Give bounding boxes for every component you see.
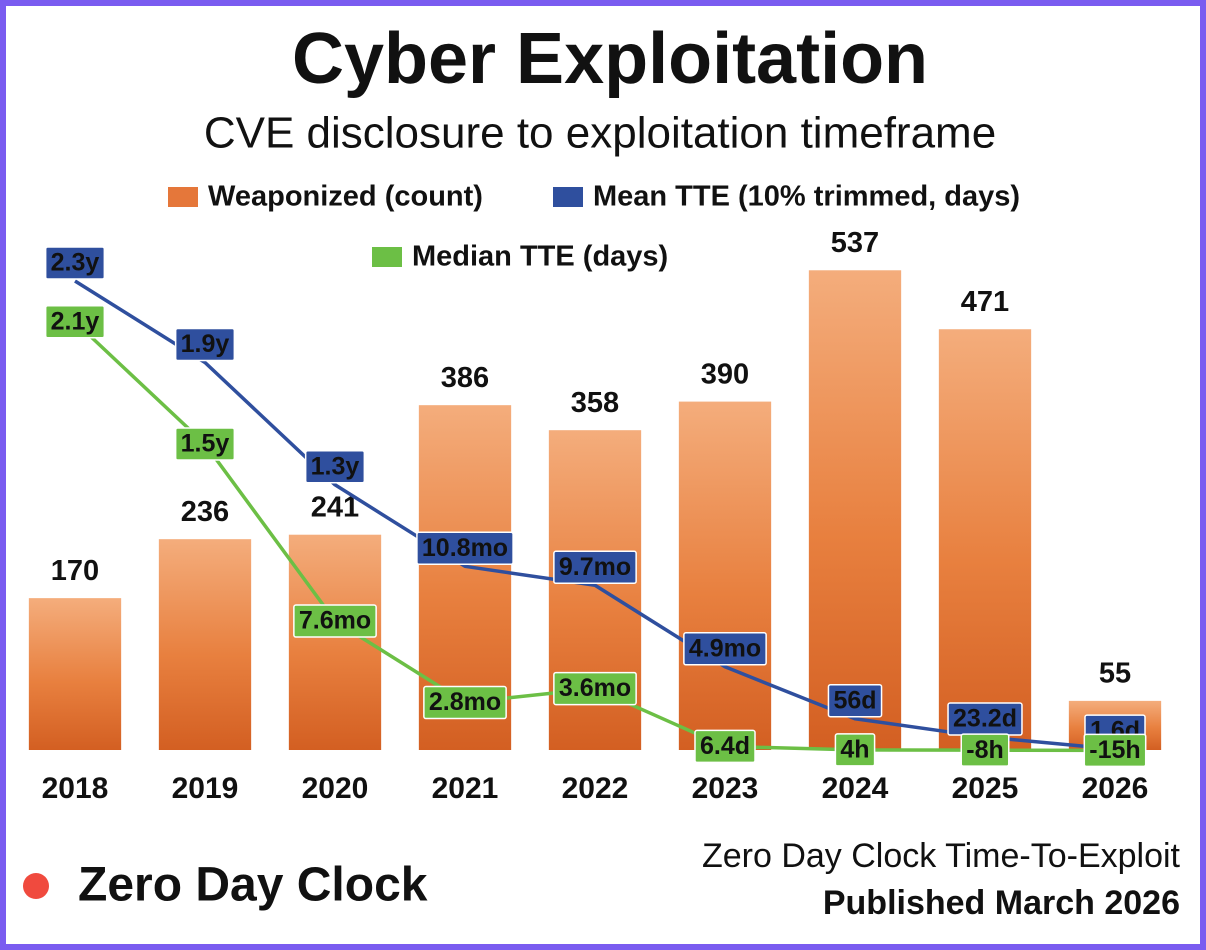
bar-value-label: 471 xyxy=(961,286,1009,318)
x-tick-label: 2026 xyxy=(1082,772,1149,805)
point-value-label: 7.6mo xyxy=(299,607,371,635)
point-marker xyxy=(834,733,876,767)
legend-swatch xyxy=(553,187,583,207)
point-value-label: 4.9mo xyxy=(689,634,761,662)
bar-value-label: 358 xyxy=(571,387,619,419)
point-marker xyxy=(960,733,1010,767)
legend-label: Median TTE (days) xyxy=(412,241,668,273)
point-marker xyxy=(304,450,366,484)
point-marker xyxy=(174,327,236,362)
point-label: 1.9y xyxy=(174,327,236,362)
brand-dot xyxy=(23,873,49,899)
chart-title: Cyber Exploitation xyxy=(292,19,928,99)
bar-value-label: 390 xyxy=(701,358,749,390)
point-value-label: 1.9y xyxy=(181,330,230,358)
bar xyxy=(938,329,1032,750)
line xyxy=(74,279,1116,751)
bar-value-label: 55 xyxy=(1099,658,1131,690)
point-value-label: 1.5y xyxy=(181,430,230,458)
point-value-label: 6.4d xyxy=(700,732,750,760)
legend-swatch xyxy=(372,247,402,267)
point-label: -8h xyxy=(960,733,1010,767)
bar-value-label: 537 xyxy=(831,227,879,259)
bar xyxy=(808,270,902,750)
point-value-label: 9.7mo xyxy=(559,553,631,581)
point-value-label: 4h xyxy=(840,736,869,764)
point-marker xyxy=(553,550,637,585)
legend-label: Weaponized (count) xyxy=(208,181,483,213)
bar-value-label: 236 xyxy=(181,496,229,528)
legend-swatch xyxy=(168,187,198,207)
point-value-label: -15h xyxy=(1089,736,1140,764)
point-marker xyxy=(44,246,106,280)
x-tick-label: 2020 xyxy=(302,772,369,805)
point-label: 4h xyxy=(834,733,876,767)
x-tick-label: 2018 xyxy=(42,772,109,805)
point-label: 2.8mo xyxy=(423,685,507,720)
point-marker xyxy=(1083,733,1147,768)
point-label: 10.8mo xyxy=(416,531,514,566)
point-label: 1.3y xyxy=(304,450,366,484)
x-tick-label: 2021 xyxy=(432,772,499,805)
published: Published March 2026 xyxy=(823,884,1180,922)
point-marker xyxy=(423,685,507,720)
x-tick-label: 2024 xyxy=(822,772,889,805)
bar-value-label: 170 xyxy=(51,555,99,587)
point-marker xyxy=(694,729,756,764)
point-value-label: 23.2d xyxy=(953,705,1017,733)
bar xyxy=(28,598,122,750)
point-label: 6.4d xyxy=(694,729,756,764)
point-value-label: 3.6mo xyxy=(559,674,631,702)
x-tick-label: 2022 xyxy=(562,772,629,805)
point-label: -15h xyxy=(1083,733,1147,768)
source: Zero Day Clock Time-To-Exploit xyxy=(702,837,1181,875)
point-label: 4.9mo xyxy=(683,632,767,666)
x-tick-label: 2019 xyxy=(172,772,239,805)
point-marker xyxy=(416,531,514,566)
point-label: 56d xyxy=(827,683,883,718)
point-value-label: 10.8mo xyxy=(422,534,508,562)
x-tick-label: 2023 xyxy=(692,772,759,805)
bar xyxy=(158,539,252,750)
brand: Zero Day Clock xyxy=(78,859,428,912)
point-marker xyxy=(44,305,106,339)
point-value-label: 2.3y xyxy=(51,249,100,277)
point-value-label: 56d xyxy=(833,686,876,714)
point-label: 23.2d xyxy=(947,702,1023,736)
point-marker xyxy=(553,671,637,706)
point-value-label: 1.3y xyxy=(311,452,360,480)
point-label: 7.6mo xyxy=(293,604,377,638)
legend-label: Mean TTE (10% trimmed, days) xyxy=(593,181,1020,213)
point-label: 2.1y xyxy=(44,305,106,339)
x-tick-label: 2025 xyxy=(952,772,1019,805)
point-marker xyxy=(683,632,767,666)
point-value-label: -8h xyxy=(966,736,1004,764)
point-label: 3.6mo xyxy=(553,671,637,706)
point-marker xyxy=(827,683,883,718)
bar xyxy=(678,401,772,750)
point-label: 1.5y xyxy=(174,427,236,461)
point-value-label: 2.8mo xyxy=(429,688,501,716)
point-label: 2.3y xyxy=(44,246,106,280)
point-marker xyxy=(293,604,377,638)
chart-subtitle: CVE disclosure to exploitation timeframe xyxy=(204,109,996,158)
point-value-label: 2.1y xyxy=(51,307,100,335)
point-marker xyxy=(174,427,236,461)
point-label: 9.7mo xyxy=(553,550,637,585)
bar-value-label: 386 xyxy=(441,362,489,394)
